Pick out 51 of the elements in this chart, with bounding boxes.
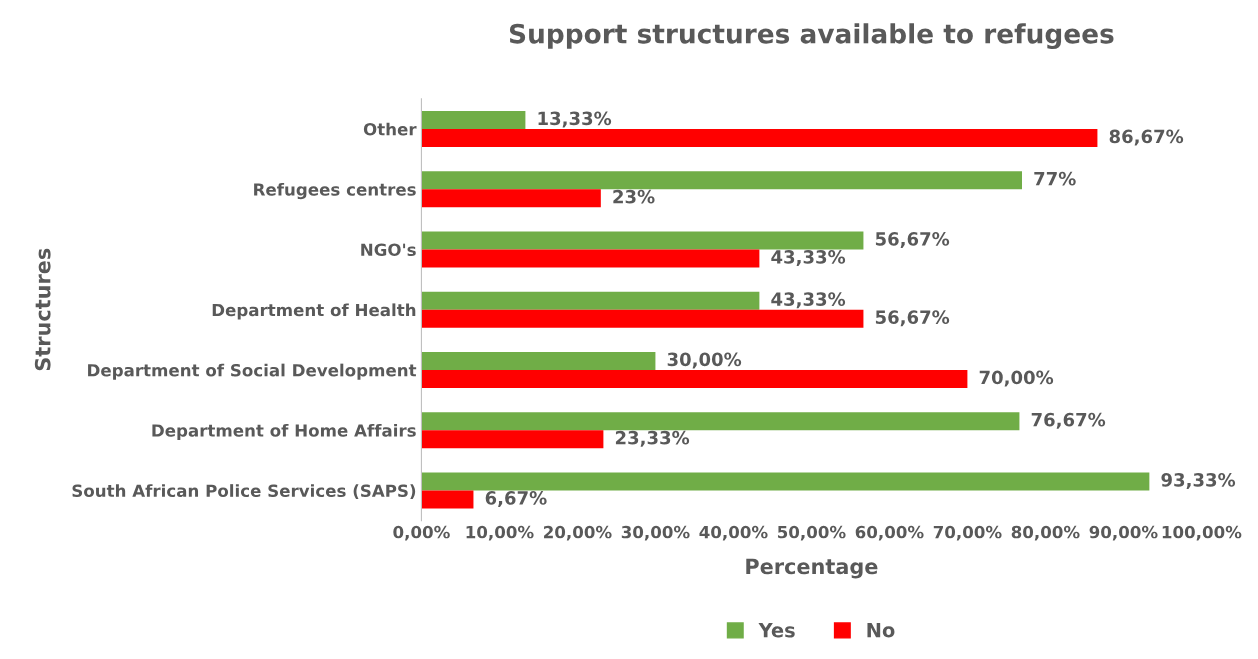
bar — [421, 171, 1022, 190]
bar — [421, 351, 656, 370]
bar — [421, 291, 760, 310]
y-tick-label: South African Police Services (SAPS) — [72, 484, 416, 500]
data-label: 77% — [1034, 171, 1076, 186]
x-tick-label: 0,00% — [393, 525, 450, 541]
x-tick-label: 60,00% — [855, 525, 924, 541]
x-tick-label: 30,00% — [621, 525, 690, 541]
y-tick-label: Department of Health — [212, 303, 416, 320]
bar — [421, 430, 604, 449]
x-axis-title: Percentage — [746, 558, 878, 579]
data-label: 30,00% — [667, 352, 742, 369]
data-label: 70,00% — [979, 370, 1054, 387]
x-tick-label: 70,00% — [933, 525, 1002, 541]
chart-title: Support structures available to refugees — [509, 23, 1114, 49]
y-tick-label: Department of Home Affairs — [152, 423, 416, 441]
bar — [421, 490, 474, 509]
data-label: 23,33% — [615, 430, 690, 447]
data-label: 13,33% — [538, 111, 612, 128]
data-label: 56,67% — [875, 232, 950, 248]
x-tick-label: 20,00% — [544, 525, 612, 541]
bar — [421, 231, 864, 250]
bar — [421, 369, 968, 389]
y-axis-title: Structures — [34, 248, 51, 371]
data-label: 6,67% — [485, 491, 547, 508]
bar — [421, 412, 1020, 431]
data-label: 43,33% — [771, 250, 846, 267]
x-tick-label: 80,00% — [1011, 525, 1080, 541]
x-tick-label: 50,00% — [777, 525, 846, 541]
x-tick-label: 10,00% — [466, 525, 534, 541]
data-label: 76,67% — [1031, 412, 1106, 429]
x-tick-label: 90,00% — [1089, 525, 1158, 541]
bar — [421, 189, 601, 208]
legend-label: Yes — [758, 623, 795, 638]
x-tick-label: 40,00% — [699, 525, 768, 541]
bar — [421, 128, 1098, 148]
bar — [421, 472, 1150, 491]
bar — [421, 110, 526, 129]
y-tick-label: Department of Social Development — [88, 363, 417, 380]
data-label: 43,33% — [771, 292, 846, 309]
data-label: 56,67% — [875, 310, 950, 327]
y-tick-label: NGO's — [361, 243, 416, 257]
data-label: 86,67% — [1109, 129, 1184, 146]
bar — [421, 249, 760, 268]
y-tick-label: Other — [363, 122, 417, 136]
y-tick-label: Refugees centres — [254, 182, 416, 200]
data-label: 93,33% — [1161, 473, 1236, 489]
x-tick-label: 100,00% — [1162, 525, 1242, 541]
bar — [421, 309, 864, 328]
legend-label: No — [867, 623, 895, 638]
data-label: 23% — [613, 189, 655, 204]
